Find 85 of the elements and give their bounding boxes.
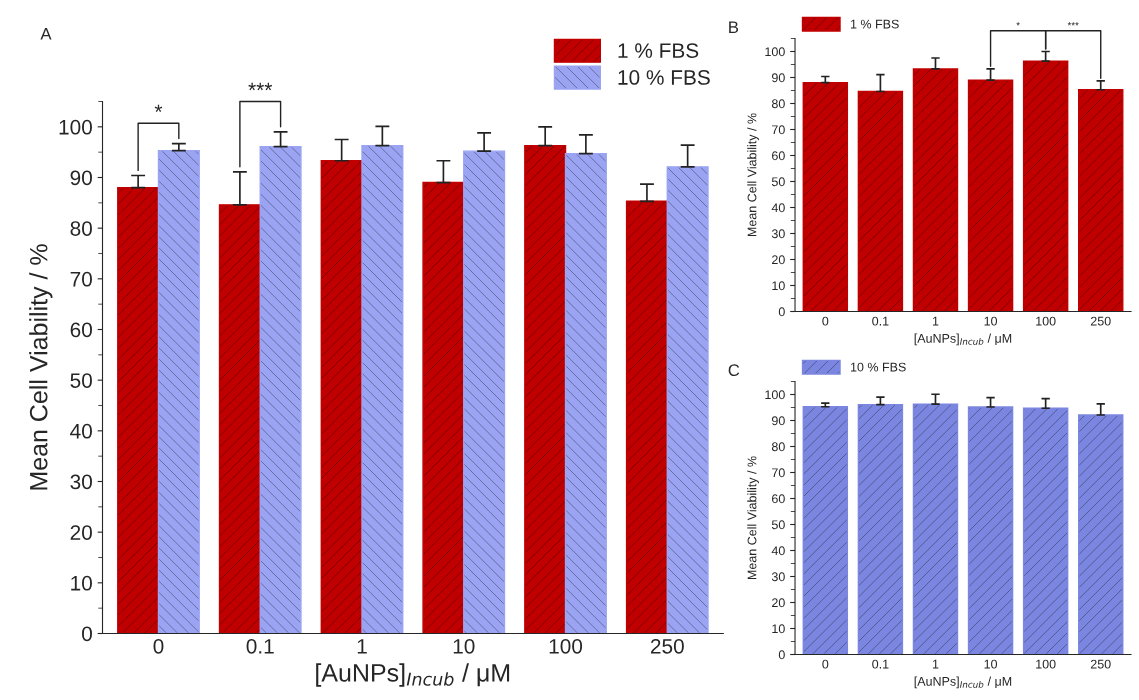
bar	[802, 82, 849, 312]
bar	[259, 145, 302, 634]
y-tick-label: 50	[70, 373, 92, 388]
bar	[117, 186, 160, 634]
y-tick-label: 90	[70, 170, 92, 186]
y-tick-label: 10	[772, 281, 785, 291]
y-tick-label: 0	[778, 307, 785, 317]
y-tick-label: 80	[70, 221, 92, 236]
x-tick-label: 100	[549, 638, 583, 654]
y-tick-label: 60	[772, 494, 785, 504]
y-axis-title: Mean Cell Viability / %	[747, 456, 759, 580]
y-tick-label: 0	[82, 626, 92, 642]
x-tick-label: 0.1	[872, 659, 889, 669]
chart-title: B	[729, 21, 739, 33]
bar	[422, 181, 465, 634]
x-tick-label: 1	[357, 639, 367, 654]
y-tick-label: 40	[771, 203, 785, 213]
bar	[1022, 60, 1069, 312]
x-tick-label: 250	[1090, 659, 1111, 669]
y-axis-title: Mean Cell Viability / %	[747, 113, 759, 237]
y-tick-label: 40	[70, 423, 92, 439]
bar	[625, 200, 668, 634]
y-tick-label: 30	[771, 572, 785, 582]
chart-title: C	[728, 364, 740, 377]
bar	[218, 204, 261, 634]
y-tick-label: 100	[59, 119, 92, 135]
y-tick-label: 90	[771, 73, 785, 83]
y-tick-label: 30	[771, 229, 785, 239]
legend-label: 10 % FBS	[618, 70, 710, 85]
y-tick-label: 50	[771, 177, 785, 187]
bar	[524, 144, 567, 634]
x-tick-label: 0	[822, 659, 829, 669]
y-tick-label: 20	[772, 255, 785, 265]
y-tick-label: 100	[765, 390, 785, 400]
x-tick-label: 250	[650, 638, 684, 654]
y-tick-label: 40	[771, 546, 785, 556]
y-tick-label: 70	[772, 125, 785, 135]
y-tick-label: 80	[771, 442, 785, 452]
bar	[361, 144, 404, 634]
y-tick-label: 80	[771, 99, 785, 109]
chart-title: A	[40, 28, 52, 40]
legend-label: 1 % FBS	[618, 43, 699, 58]
x-tick-label: 100	[1036, 659, 1056, 669]
bar	[463, 150, 506, 634]
x-tick-label: 250	[1090, 316, 1111, 326]
x-tick-label: 0	[153, 638, 164, 654]
legend-label: 1 % FBS	[850, 19, 899, 29]
x-tick-label: 1	[932, 316, 939, 326]
text: ***	[248, 82, 273, 91]
y-tick-label: 20	[70, 525, 92, 540]
x-tick-label: 0	[822, 316, 829, 326]
bar	[157, 149, 200, 634]
y-tick-label: 10	[71, 575, 92, 591]
x-tick-label: 0.1	[246, 638, 274, 654]
bar	[1078, 89, 1124, 312]
x-axis-title: [AuNPs]$_{Incub}$ / μM	[914, 333, 1012, 346]
y-tick-label: 10	[772, 624, 785, 634]
legend-label: 10 % FBS	[850, 362, 906, 372]
y-tick-label: 60	[70, 322, 92, 338]
y-tick-label: 20	[772, 598, 785, 608]
annotation: *	[154, 104, 163, 112]
y-axis-title: Mean Cell Viability / %	[29, 244, 53, 490]
y-tick-label: 30	[70, 474, 92, 490]
x-axis-title: [AuNPs]$_{Incub}$ / μM	[316, 663, 510, 687]
x-tick-label: 10	[453, 638, 475, 654]
bar	[912, 68, 959, 312]
bar	[967, 79, 1014, 312]
y-tick-label: 70	[70, 271, 92, 287]
y-tick-label: 90	[771, 416, 785, 426]
text: ***	[1067, 21, 1079, 26]
y-tick-label: 100	[765, 47, 785, 57]
x-axis-title: [AuNPs]$_{Incub}$ / μM	[914, 676, 1012, 689]
x-tick-label: 10	[984, 316, 998, 326]
x-tick-label: 0.1	[872, 316, 889, 326]
bar	[320, 160, 363, 634]
bar	[666, 166, 709, 634]
bar	[857, 90, 904, 312]
y-tick-label: 70	[772, 468, 785, 478]
x-tick-label: 1	[932, 659, 939, 669]
bar	[564, 152, 607, 634]
y-tick-label: 60	[772, 151, 785, 161]
x-tick-label: 100	[1036, 316, 1056, 326]
x-tick-label: 10	[984, 659, 998, 669]
y-tick-label: 50	[771, 520, 785, 530]
text: *	[1016, 21, 1020, 26]
